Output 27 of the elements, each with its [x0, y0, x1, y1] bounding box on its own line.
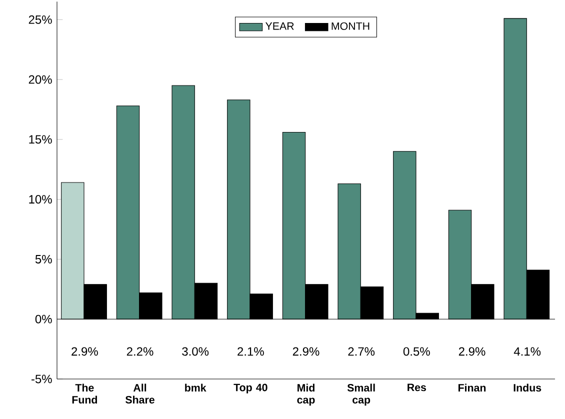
legend-label: YEAR: [265, 22, 294, 30]
y-tick-label: 5%: [35, 254, 52, 264]
data-label: 2.1%: [238, 347, 264, 356]
x-tick-label: Finan: [458, 384, 486, 392]
data-label: 2.9%: [292, 347, 320, 356]
x-tick-label: Top 40: [234, 384, 268, 394]
y-tick-label: 15%: [29, 135, 52, 144]
y-tick-label: 25%: [28, 15, 52, 24]
data-label: 2.9%: [72, 347, 98, 356]
legend-label: MONTH: [332, 22, 370, 30]
y-tick-label: 10%: [29, 195, 52, 204]
x-tick-label: bmk: [185, 384, 206, 392]
data-label: 4.1%: [514, 347, 541, 356]
y-tick-label: -5%: [31, 374, 52, 384]
data-label: 2.9%: [458, 347, 486, 356]
data-label: 2.2%: [126, 347, 154, 356]
x-tick-label: The Fund: [72, 384, 97, 404]
x-tick-label: Indus: [514, 384, 542, 392]
y-tick-label: 0%: [35, 314, 52, 324]
x-tick-label: Small cap: [347, 384, 375, 406]
y-tick-label: 20%: [28, 75, 52, 84]
x-tick-label: All Share: [125, 384, 154, 404]
x-tick-label: Res: [408, 384, 426, 392]
data-label: 3.0%: [182, 347, 209, 356]
x-tick-label: Mid cap: [297, 384, 315, 406]
data-label: 2.7%: [348, 347, 375, 356]
data-label: 0.5%: [403, 347, 430, 356]
